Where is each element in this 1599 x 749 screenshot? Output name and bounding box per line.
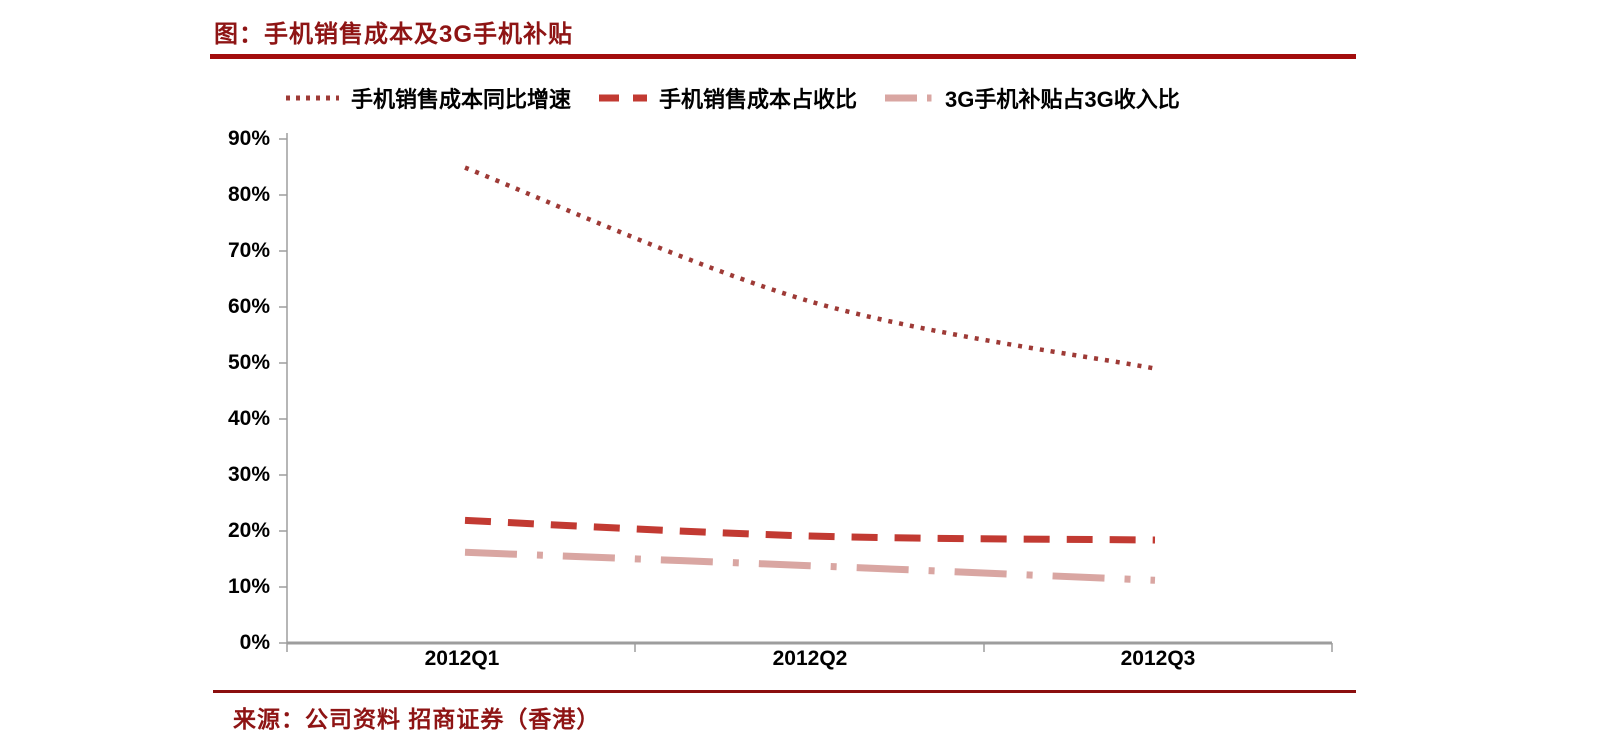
y-axis-tick-label: 30% <box>227 463 270 486</box>
y-axis-tick-label: 70% <box>227 239 270 262</box>
dotted-line-icon <box>286 95 339 101</box>
dashed-line-icon <box>599 94 648 102</box>
x-axis-tick-label: 2012Q3 <box>1120 647 1196 670</box>
series-line-3g-subsidy <box>464 548 1156 584</box>
chart-legend: 手机销售成本同比增速 手机销售成本占收比 3G手机补贴占3G收入比 <box>283 84 1180 112</box>
y-axis-tick-label: 50% <box>227 351 270 374</box>
series-line-yoy-growth <box>464 165 1156 371</box>
legend-label: 手机销售成本同比增速 <box>351 87 572 112</box>
footer-divider-rule <box>213 690 1356 693</box>
legend-item-3g-subsidy: 3G手机补贴占3G收入比 <box>883 82 1180 114</box>
y-axis-tick-label: 80% <box>227 183 270 206</box>
series-line-cost-to-revenue <box>464 516 1156 544</box>
y-axis-tick-label: 40% <box>227 407 270 430</box>
y-axis-tick-label: 0% <box>239 631 270 654</box>
plot-area <box>279 130 1339 655</box>
legend-item-yoy-growth: 手机销售成本同比增速 <box>283 82 571 114</box>
legend-label: 3G手机补贴占3G收入比 <box>945 87 1180 112</box>
y-axis-tick-label: 90% <box>227 127 270 150</box>
source-note: 来源：公司资料 招商证券（香港） <box>233 706 601 732</box>
title-divider-rule <box>210 54 1356 59</box>
y-axis-tick-label: 20% <box>227 519 270 542</box>
legend-item-cost-to-revenue: 手机销售成本占收比 <box>597 82 857 114</box>
chart-title: 图：手机销售成本及3G手机补贴 <box>214 21 574 48</box>
x-axis-tick-label: 2012Q1 <box>424 647 500 670</box>
y-axis-ticks <box>279 138 287 644</box>
x-axis-tick-label: 2012Q2 <box>772 647 848 670</box>
y-axis-tick-label: 10% <box>227 575 270 598</box>
dashdot-line-icon <box>885 94 934 102</box>
legend-label: 手机销售成本占收比 <box>659 87 858 112</box>
chart-canvas <box>279 133 1333 652</box>
x-axis-ticks <box>286 643 1333 652</box>
y-axis-tick-label: 60% <box>227 295 270 318</box>
